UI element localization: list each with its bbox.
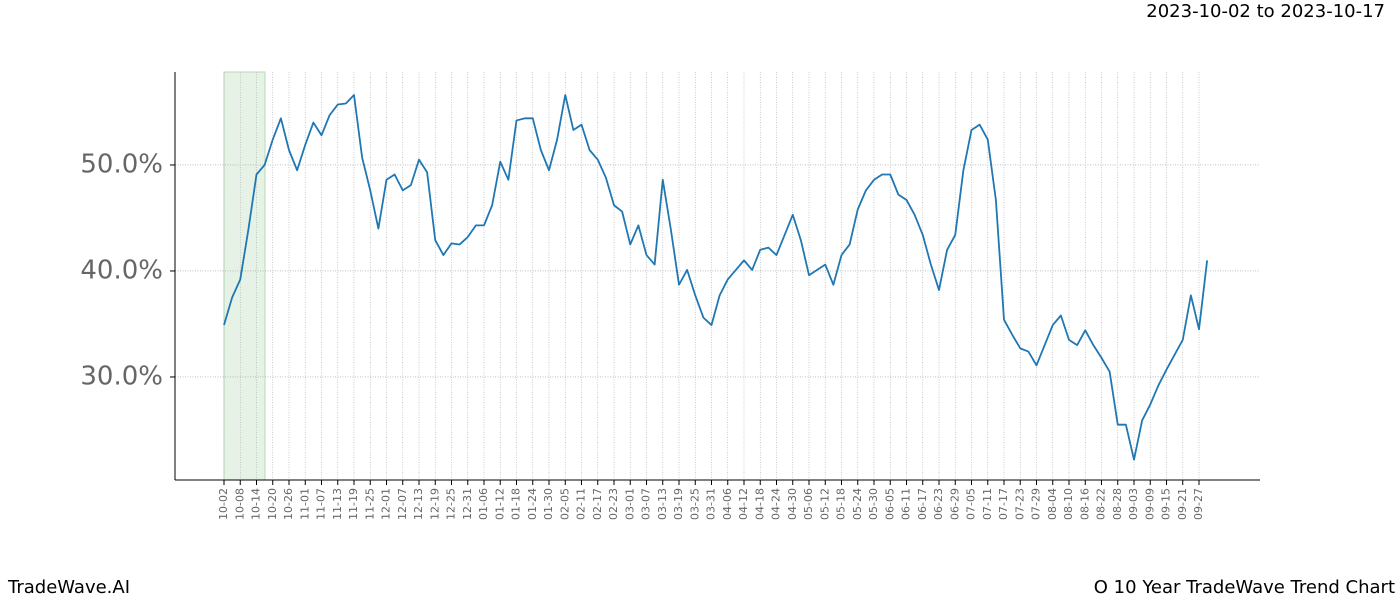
x-tick-label: 05-30 [867, 488, 880, 520]
x-tick-label: 09-27 [1192, 488, 1205, 520]
y-tick-label: 40.0% [80, 255, 163, 285]
x-tick-label: 10-02 [217, 488, 230, 520]
x-tick-label: 02-05 [558, 488, 571, 520]
x-tick-label: 07-17 [997, 488, 1010, 520]
x-tick-label: 10-26 [282, 488, 295, 520]
x-tick-label: 10-08 [233, 488, 246, 520]
x-tick-label: 07-29 [1030, 488, 1043, 520]
x-tick-label: 05-24 [851, 488, 864, 520]
highlight-window [223, 71, 266, 481]
x-tick-label: 12-31 [461, 488, 474, 520]
x-tick-label: 12-13 [412, 488, 425, 520]
x-tick-label: 06-23 [932, 488, 945, 520]
x-tick-label: 07-11 [981, 488, 994, 520]
x-tick-label: 11-13 [331, 488, 344, 520]
x-tick-label: 08-04 [1046, 488, 1059, 520]
x-tick-label: 01-18 [510, 488, 523, 520]
x-tick-label: 01-24 [526, 488, 539, 520]
x-tick-label: 04-18 [753, 488, 766, 520]
x-tick-label: 01-12 [493, 488, 506, 520]
x-tick-label: 01-06 [477, 488, 490, 520]
x-tick-label: 12-25 [445, 488, 458, 520]
footer-left: TradeWave.AI [7, 577, 130, 598]
x-tick-label: 04-24 [770, 488, 783, 520]
x-tick-label: 02-23 [607, 488, 620, 520]
x-tick-label: 09-09 [1143, 488, 1156, 520]
x-tick-label: 06-05 [883, 488, 896, 520]
x-tick-label: 11-25 [363, 488, 376, 520]
x-tick-label: 05-12 [818, 488, 831, 520]
y-tick-label: 30.0% [80, 361, 163, 391]
x-tick-label: 02-11 [575, 488, 588, 520]
x-tick-label: 11-19 [347, 488, 360, 520]
x-tick-label: 08-28 [1111, 488, 1124, 520]
x-tick-label: 06-29 [948, 488, 961, 520]
x-tick-label: 07-23 [1013, 488, 1026, 520]
x-tick-label: 06-17 [916, 488, 929, 520]
footer-right: O 10 Year TradeWave Trend Chart [1094, 577, 1395, 598]
x-tick-label: 09-03 [1127, 488, 1140, 520]
x-tick-label: 08-10 [1062, 488, 1075, 520]
x-tick-label: 11-01 [298, 488, 311, 520]
x-tick-label: 03-19 [672, 488, 685, 520]
x-tick-label: 03-31 [705, 488, 718, 520]
x-tick-label: 03-25 [688, 488, 701, 520]
x-tick-label: 05-06 [802, 488, 815, 520]
x-tick-label: 08-22 [1095, 488, 1108, 520]
x-tick-label: 09-21 [1176, 488, 1189, 520]
x-tick-label: 08-16 [1078, 488, 1091, 520]
x-tick-label: 04-30 [786, 488, 799, 520]
x-tick-label: 04-12 [737, 488, 750, 520]
y-tick-label: 50.0% [80, 149, 163, 179]
x-tick-label: 05-18 [835, 488, 848, 520]
x-tick-label: 12-01 [380, 488, 393, 520]
chart-title: 2023-10-02 to 2023-10-17 [1146, 1, 1385, 22]
trend-line [223, 94, 1209, 461]
x-tick-label: 01-30 [542, 488, 555, 520]
x-tick-label: 03-07 [640, 488, 653, 520]
x-tick-label: 03-01 [623, 488, 636, 520]
x-tick-label: 07-05 [965, 488, 978, 520]
x-tick-label: 09-15 [1160, 488, 1173, 520]
x-tick-label: 04-06 [721, 488, 734, 520]
x-tick-label: 10-14 [250, 488, 263, 520]
x-tick-label: 12-19 [428, 488, 441, 520]
x-tick-label: 06-11 [900, 488, 913, 520]
x-tick-label: 11-07 [315, 488, 328, 520]
x-tick-label: 10-20 [266, 488, 279, 520]
x-tick-label: 03-13 [656, 488, 669, 520]
x-tick-label: 02-17 [591, 488, 604, 520]
x-tick-label: 12-07 [396, 488, 409, 520]
